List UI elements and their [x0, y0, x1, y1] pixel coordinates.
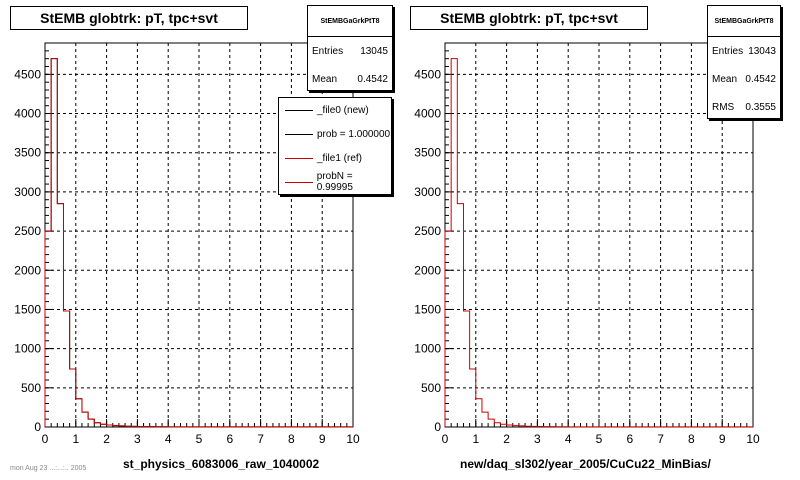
left-y-tick-label: 4000	[14, 107, 41, 121]
stats-name: StEMBGaGrkPtT8	[708, 6, 780, 37]
left-x-tick-label: 9	[319, 432, 326, 446]
stats-rms-label: RMS	[712, 101, 735, 113]
stats-mean-value: 0.4542	[357, 73, 388, 85]
right-x-tick-label: 5	[596, 432, 603, 446]
legend-entry-file1: _file1 (ref)	[279, 146, 391, 170]
right-x-tick-label: 2	[503, 432, 510, 446]
left-y-tick-label: 500	[21, 381, 41, 395]
legend-line-red	[285, 181, 313, 183]
left-x-tick-label: 0	[42, 432, 49, 446]
stats-mean-value: 0.4542	[745, 73, 776, 85]
left-x-tick-label: 8	[288, 432, 295, 446]
right-x-tick-label: 8	[688, 432, 695, 446]
left-x-tick-label: 5	[196, 432, 203, 446]
left-y-tick-label: 4500	[14, 67, 41, 81]
left-x-tick-label: 4	[165, 432, 172, 446]
right-x-tick-label: 0	[442, 432, 449, 446]
stats-entries-label: Entries	[312, 45, 344, 57]
left-x-tick-label: 1	[72, 432, 79, 446]
left-y-tick-label: 3500	[14, 146, 41, 160]
left-y-tick-label: 1000	[14, 342, 41, 356]
right-x-axis-label: new/daq_sl302/year_2005/CuCu22_MinBias/	[460, 457, 711, 471]
right-x-tick-label: 4	[565, 432, 572, 446]
right-y-tick-label: 1000	[414, 342, 441, 356]
stats-rms-row: RMS 0.3555	[708, 93, 780, 121]
left-legend: _file0 (new) prob = 1.000000 _file1 (ref…	[278, 97, 392, 195]
left-y-tick-label: 3000	[14, 185, 41, 199]
right-y-tick-label: 4000	[414, 107, 441, 121]
right-x-tick-label: 7	[657, 432, 664, 446]
legend-entry-probn: probN = 0.99995	[279, 170, 391, 194]
left-x-tick-label: 7	[257, 432, 264, 446]
left-x-tick-label: 6	[226, 432, 233, 446]
right-chart-title: StEMB globtrk: pT, tpc+svt	[410, 6, 648, 30]
right-x-tick-label: 10	[746, 432, 760, 446]
legend-line-red	[285, 157, 313, 159]
stats-entries-value: 13043	[748, 45, 776, 57]
left-y-tick-label: 2000	[14, 263, 41, 277]
right-y-tick-label: 2500	[414, 224, 441, 238]
legend-entry-file0: _file0 (new)	[279, 98, 391, 122]
stats-rms-value: 0.3555	[745, 101, 776, 113]
left-y-tick-label: 1500	[14, 302, 41, 316]
legend-label: _file1 (ref)	[317, 152, 363, 164]
stats-name: StEMBGaGrkPtT8	[308, 6, 392, 37]
right-y-tick-label: 500	[421, 381, 441, 395]
left-y-tick-label: 2500	[14, 224, 41, 238]
stats-mean-label: Mean	[312, 73, 338, 85]
right-x-tick-label: 6	[626, 432, 633, 446]
stats-entries-label: Entries	[712, 45, 744, 57]
right-y-tick-label: 0	[434, 420, 441, 434]
right-stats-box: StEMBGaGrkPtT8 Entries 13043 Mean 0.4542…	[707, 5, 781, 119]
stats-entries-row: Entries 13045	[308, 37, 392, 65]
legend-label: _file0 (new)	[317, 104, 369, 116]
legend-line-black	[285, 133, 313, 135]
left-histogram-series-1	[44, 58, 354, 428]
legend-label: prob = 1.000000	[317, 128, 391, 140]
left-stats-box: StEMBGaGrkPtT8 Entries 13045 Mean 0.4542	[307, 5, 393, 91]
left-x-tick-label: 10	[346, 432, 360, 446]
stats-entries-value: 13045	[360, 45, 388, 57]
right-y-tick-label: 2000	[414, 263, 441, 277]
right-y-tick-label: 3500	[414, 146, 441, 160]
right-x-tick-label: 9	[719, 432, 726, 446]
stats-entries-row: Entries 13043	[708, 37, 780, 65]
legend-entry-prob: prob = 1.000000	[279, 122, 391, 146]
stats-mean-row: Mean 0.4542	[708, 65, 780, 93]
left-x-axis-label: st_physics_6083006_raw_1040002	[123, 457, 320, 471]
right-y-tick-label: 1500	[414, 302, 441, 316]
stats-mean-label: Mean	[712, 73, 738, 85]
left-chart-title: StEMB globtrk: pT, tpc+svt	[10, 6, 248, 30]
legend-label: probN = 0.99995	[316, 171, 353, 193]
footer-timestamp: mon Aug 23 ...:...:.. 2005	[10, 465, 87, 472]
right-x-tick-label: 3	[534, 432, 541, 446]
legend-line-black	[285, 109, 313, 111]
right-histogram-series-0	[444, 58, 754, 428]
right-x-tick-label: 1	[472, 432, 479, 446]
left-x-tick-label: 2	[103, 432, 110, 446]
left-y-tick-label: 0	[34, 420, 41, 434]
stats-mean-row: Mean 0.4542	[308, 65, 392, 93]
right-y-tick-label: 3000	[414, 185, 441, 199]
left-x-tick-label: 3	[134, 432, 141, 446]
right-y-tick-label: 4500	[414, 67, 441, 81]
